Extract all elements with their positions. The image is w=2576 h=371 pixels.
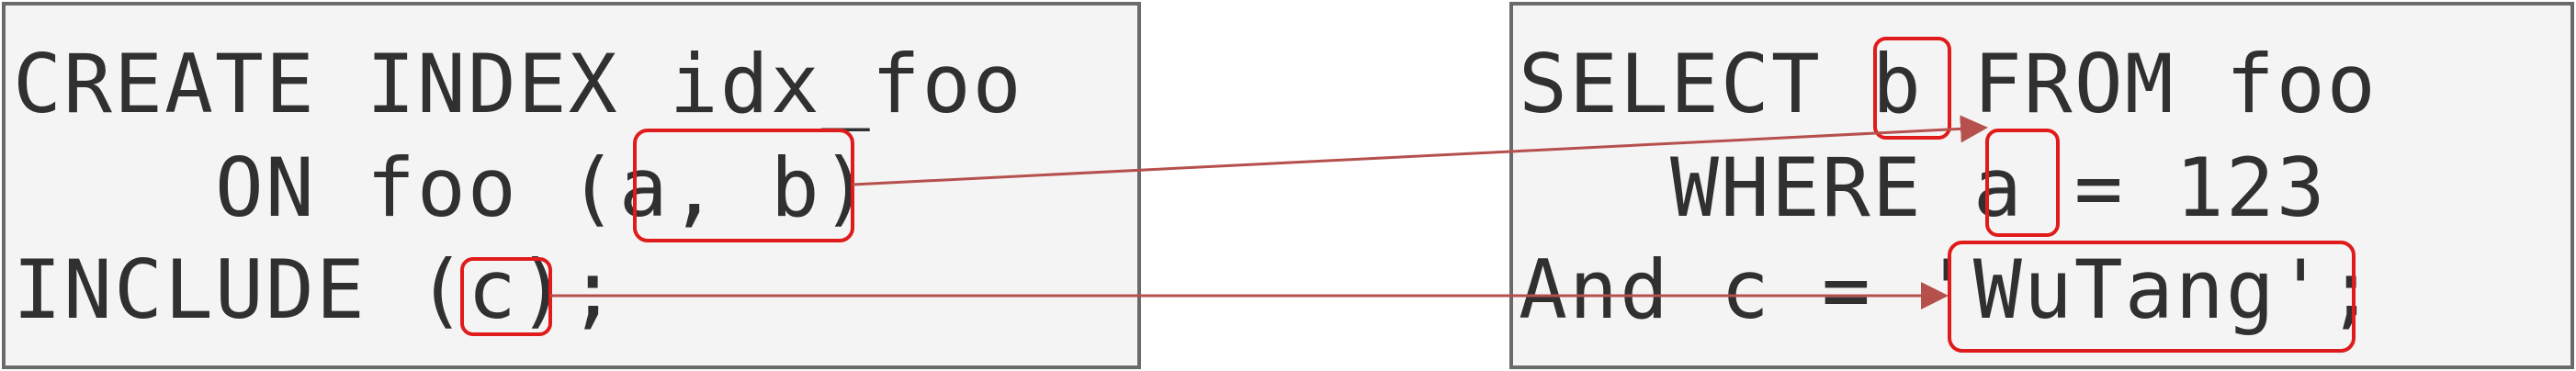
index-definition-panel: CREATE INDEX idx_foo ON foo (a, b) INCLU…: [2, 2, 1141, 369]
query-panel: SELECT b FROM foo WHERE a = 123 And c = …: [1509, 2, 2574, 369]
query-select-line: SELECT b FROM foo: [1519, 37, 2378, 131]
query-where-line: WHERE a = 123: [1519, 141, 2327, 235]
index-include-line: INCLUDE (c);: [13, 242, 619, 337]
query-and-line: And c = 'WuTang';: [1519, 242, 2378, 337]
index-create-line: CREATE INDEX idx_foo: [13, 37, 1023, 131]
index-on-columns-line: ON foo (a, b): [13, 141, 872, 235]
